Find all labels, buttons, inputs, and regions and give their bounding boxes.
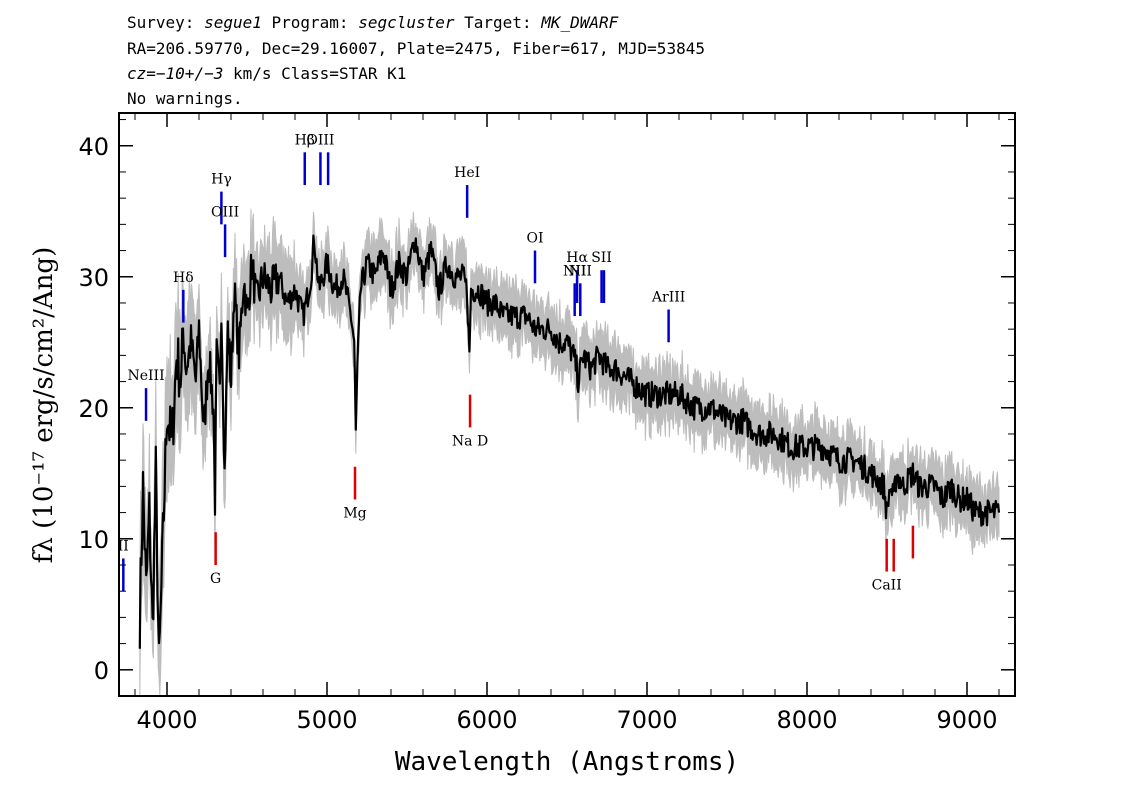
flux-series bbox=[138, 234, 1001, 649]
x-tick-label-9000: 9000 bbox=[936, 706, 997, 734]
emission-label-5876: HeI bbox=[454, 165, 480, 181]
emission-label-6300: OI bbox=[526, 231, 543, 247]
y-axis-label: fλ (10⁻¹⁷ erg/s/cm²/Ang) bbox=[29, 247, 59, 563]
header-line-2: RA=206.59770, Dec=29.16007, Plate=2475, … bbox=[127, 39, 705, 58]
absorption-label-4304: G bbox=[210, 571, 221, 587]
emission-label-6716: SII bbox=[591, 250, 612, 266]
emission-label-4102: Hδ bbox=[173, 270, 194, 286]
y-tick-label-40: 40 bbox=[78, 133, 109, 161]
absorption-label-5175: Mg bbox=[343, 505, 366, 521]
x-tick-label-6000: 6000 bbox=[456, 706, 517, 734]
y-tick-label-0: 0 bbox=[94, 657, 109, 685]
emission-label-4340: Hγ bbox=[211, 172, 232, 188]
x-tick-label-8000: 8000 bbox=[776, 706, 837, 734]
y-tick-label-10: 10 bbox=[78, 526, 109, 554]
emission-label-4959: OIII bbox=[306, 132, 334, 148]
flux-line bbox=[138, 234, 1001, 649]
emission-label-6563: Hα bbox=[566, 250, 588, 266]
x-tick-label-5000: 5000 bbox=[296, 706, 357, 734]
emission-label-3869: NeIII bbox=[127, 368, 164, 384]
x-tick-label-4000: 4000 bbox=[136, 706, 197, 734]
header-line-4: No warnings. bbox=[127, 89, 243, 108]
x-tick-label-7000: 7000 bbox=[616, 706, 677, 734]
axis-ticks: 4000 5000 6000 7000 8000 9000 0 10 20 30 40 bbox=[78, 113, 1015, 734]
x-axis-label: Wavelength (Angstroms) bbox=[395, 747, 739, 777]
header-line-3: cz=−10+/−3 km/s Class=STAR K1 bbox=[127, 64, 406, 83]
spectral-line-markers: NeIIIIIHδHγOIIIHβOIIIHeIOINIIHαNIISIIArI… bbox=[118, 132, 915, 594]
y-tick-label-30: 30 bbox=[78, 264, 109, 292]
plot-frame bbox=[118, 112, 1016, 697]
emission-label-4861: Hβ bbox=[295, 132, 315, 148]
emission-label-7135: ArIII bbox=[651, 290, 685, 306]
absorption-label-5894: Na D bbox=[452, 433, 488, 449]
emission-label-4363: OIII bbox=[211, 204, 239, 220]
y-tick-label-20: 20 bbox=[78, 395, 109, 423]
absorption-label-8498: CaII bbox=[872, 578, 902, 594]
header-line-1: Survey: segue1 Program: segcluster Targe… bbox=[127, 13, 619, 32]
emission-label-6583: NII bbox=[569, 263, 592, 279]
emission-label-3727: II bbox=[118, 538, 129, 554]
emission-label-6548: NII bbox=[563, 263, 586, 279]
